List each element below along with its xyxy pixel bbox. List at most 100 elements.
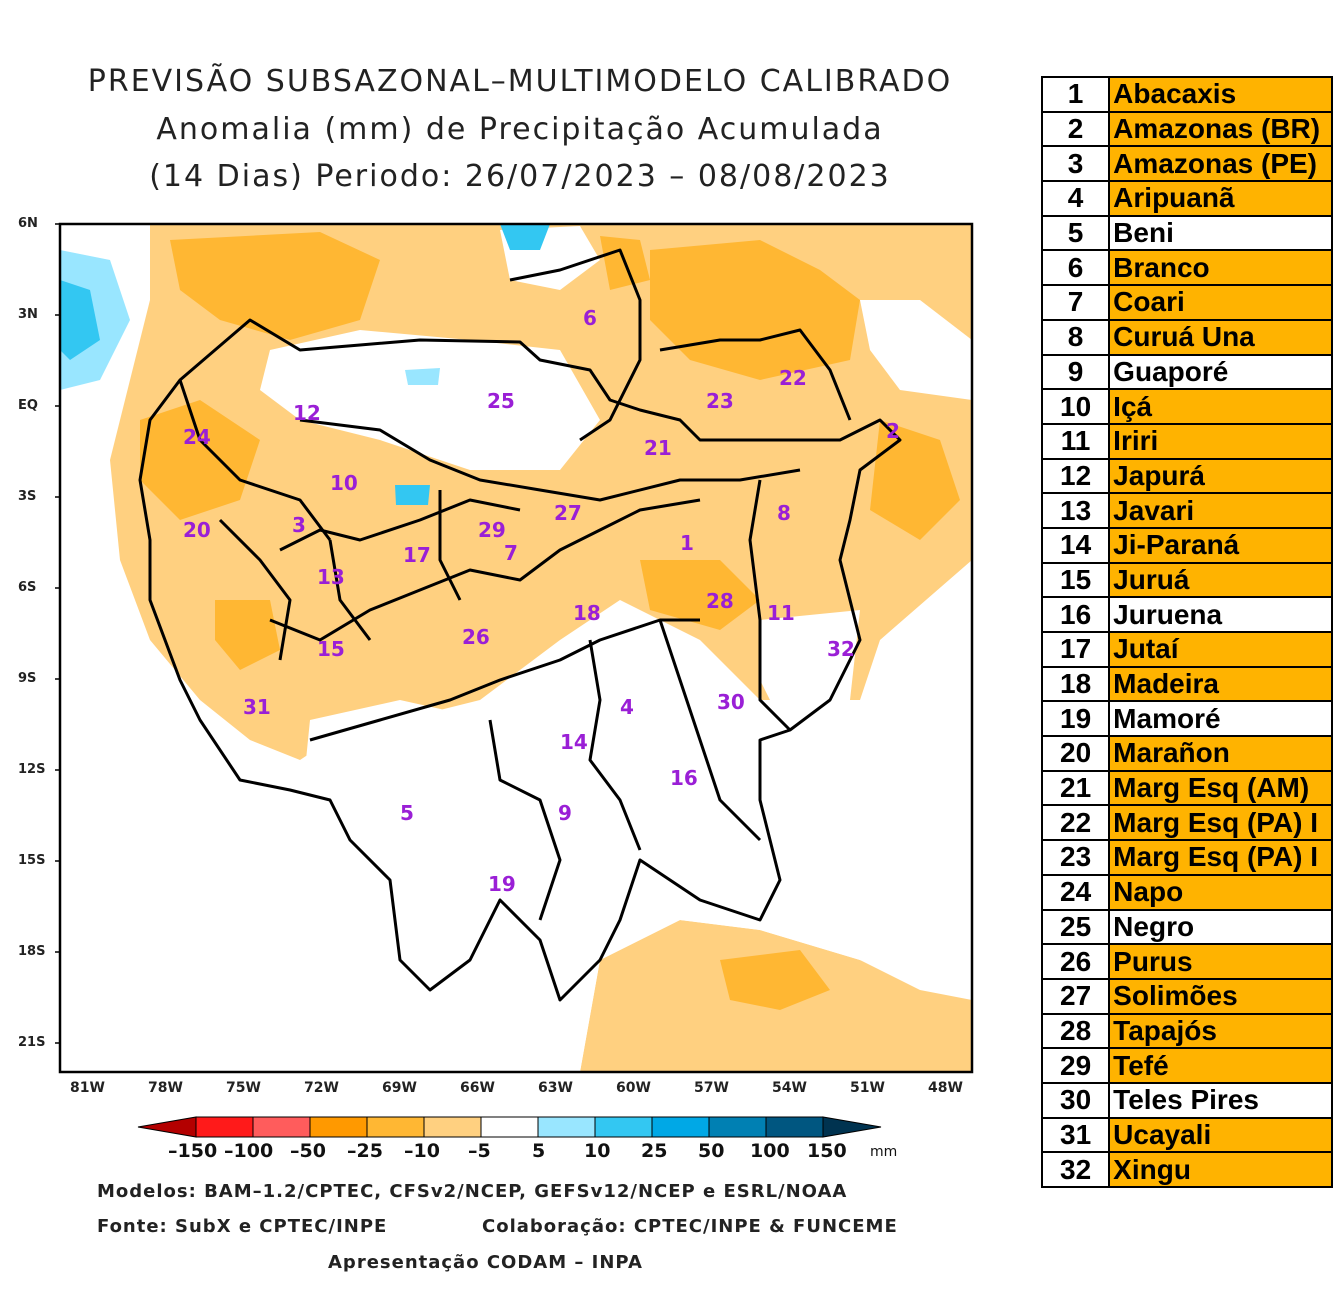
legend-basin-number: 5 xyxy=(1040,214,1111,252)
colorbar-cell xyxy=(195,1116,254,1138)
colorbar-cell xyxy=(765,1116,824,1138)
legend-row: 26 Purus xyxy=(1040,943,1333,980)
legend-basin-number: 13 xyxy=(1040,492,1111,529)
legend-row: 18 Madeira xyxy=(1040,665,1333,703)
legend-basin-name: Aripuanã xyxy=(1108,180,1333,217)
legend-row: 19 Mamoré xyxy=(1040,700,1333,738)
legend-row: 17 Jutaí xyxy=(1040,631,1333,668)
legend-row: 21 Marg Esq (AM) xyxy=(1040,769,1333,807)
legend-row: 30 Teles Pires xyxy=(1040,1081,1333,1119)
legend-basin-name: Solimões xyxy=(1108,977,1333,1015)
footer-presentation: Apresentação CODAM – INPA xyxy=(328,1252,643,1273)
colorbar-label: 10 xyxy=(584,1140,611,1162)
legend-basin-name: Japurá xyxy=(1108,457,1333,495)
lon-label-48w: 48W xyxy=(928,1080,963,1096)
legend-basin-number: 14 xyxy=(1040,526,1111,564)
basin-label-10: 10 xyxy=(330,471,358,495)
lon-label-81w: 81W xyxy=(70,1080,105,1096)
legend-basin-number: 28 xyxy=(1040,1012,1111,1050)
legend-basin-number: 9 xyxy=(1040,353,1111,391)
colorbar-label: –150 xyxy=(168,1140,218,1162)
lat-label-18s: 18S xyxy=(18,944,46,959)
legend-row: 5 Beni xyxy=(1040,214,1333,252)
colorbar-cell xyxy=(252,1116,311,1138)
basin-label-20: 20 xyxy=(183,518,211,542)
legend-basin-number: 22 xyxy=(1040,804,1111,842)
legend-basin-number: 8 xyxy=(1040,318,1111,356)
legend-row: 16 Juruena xyxy=(1040,596,1333,633)
legend-basin-name: Napo xyxy=(1108,873,1333,911)
legend-basin-name: Curuá Una xyxy=(1108,318,1333,356)
colorbar-unit: mm xyxy=(870,1144,898,1160)
colorbar-cell xyxy=(594,1116,653,1138)
legend-basin-name: Beni xyxy=(1108,214,1333,252)
basin-label-26: 26 xyxy=(462,625,490,649)
legend-row: 24 Napo xyxy=(1040,873,1333,911)
legend-basin-name: Juruena xyxy=(1108,596,1333,633)
lon-label-60w: 60W xyxy=(616,1080,651,1096)
lon-label-78w: 78W xyxy=(148,1080,183,1096)
colorbar-label: –25 xyxy=(347,1140,383,1162)
colorbar-label: 100 xyxy=(750,1140,790,1162)
basin-label-29: 29 xyxy=(478,518,506,542)
legend-basin-name: Branco xyxy=(1108,249,1333,287)
colorbar-cell xyxy=(708,1116,767,1138)
colorbar-label: 5 xyxy=(532,1140,546,1162)
legend-row: 23 Marg Esq (PA) I xyxy=(1040,839,1333,876)
colorbar-cell xyxy=(480,1116,539,1138)
basin-legend-table: 1 Abacaxis 2 Amazonas (BR) 3 Amazonas (PE) 4 Ar… xyxy=(1040,76,1333,1188)
basin-label-32: 32 xyxy=(827,637,855,661)
lon-label-57w: 57W xyxy=(694,1080,729,1096)
basin-label-21: 21 xyxy=(644,436,672,460)
legend-basin-name: Iriri xyxy=(1108,422,1333,460)
legend-basin-name: Purus xyxy=(1108,943,1333,980)
colorbar-label: –100 xyxy=(224,1140,274,1162)
legend-basin-name: Abacaxis xyxy=(1108,76,1333,113)
legend-basin-name: Xingu xyxy=(1108,1151,1333,1188)
legend-basin-name: Guaporé xyxy=(1108,353,1333,391)
basin-label-16: 16 xyxy=(670,766,698,790)
footer-collaboration: Colaboração: CPTEC/INPE & FUNCEME xyxy=(482,1216,898,1237)
basin-label-13: 13 xyxy=(317,565,345,589)
basin-label-30: 30 xyxy=(717,690,745,714)
basin-label-27: 27 xyxy=(554,501,582,525)
legend-basin-name: Marg Esq (AM) xyxy=(1108,769,1333,807)
legend-basin-name: Tefé xyxy=(1108,1047,1333,1084)
legend-basin-name: Marañon xyxy=(1108,735,1333,772)
legend-basin-name: Coari xyxy=(1108,284,1333,321)
colorbar-cell xyxy=(822,1116,882,1138)
legend-basin-number: 26 xyxy=(1040,943,1111,980)
legend-basin-name: Teles Pires xyxy=(1108,1081,1333,1119)
legend-basin-number: 15 xyxy=(1040,561,1111,599)
legend-basin-name: Javari xyxy=(1108,492,1333,529)
lon-label-72w: 72W xyxy=(304,1080,339,1096)
legend-basin-number: 19 xyxy=(1040,700,1111,738)
lat-label-eq: EQ xyxy=(18,398,38,413)
legend-row: 10 Içá xyxy=(1040,388,1333,425)
basin-label-7: 7 xyxy=(504,541,518,565)
legend-basin-number: 7 xyxy=(1040,284,1111,321)
colorbar-cell xyxy=(537,1116,596,1138)
legend-basin-number: 10 xyxy=(1040,388,1111,425)
basin-number-labels: 1 2 3 4 5 6 7 8 9 10 11 12 13 14 15 16 1… xyxy=(183,306,900,896)
basin-label-11: 11 xyxy=(767,601,795,625)
legend-basin-number: 6 xyxy=(1040,249,1111,287)
legend-row: 14 Ji-Paraná xyxy=(1040,526,1333,564)
legend-basin-name: Ucayali xyxy=(1108,1116,1333,1154)
legend-basin-number: 32 xyxy=(1040,1151,1111,1188)
lat-label-9s: 9S xyxy=(18,671,37,686)
basin-label-9: 9 xyxy=(558,801,572,825)
legend-basin-number: 2 xyxy=(1040,110,1111,148)
legend-row: 6 Branco xyxy=(1040,249,1333,287)
colorbar-cell xyxy=(137,1116,197,1138)
lon-label-63w: 63W xyxy=(538,1080,573,1096)
legend-row: 15 Juruá xyxy=(1040,561,1333,599)
lat-label-3n: 3N xyxy=(18,307,38,322)
legend-row: 20 Marañon xyxy=(1040,735,1333,772)
basin-label-31: 31 xyxy=(243,695,271,719)
legend-basin-name: Amazonas (BR) xyxy=(1108,110,1333,148)
legend-basin-number: 18 xyxy=(1040,665,1111,703)
basin-label-6: 6 xyxy=(583,306,597,330)
map-title-line1: PREVISÃO SUBSAZONAL–MULTIMODELO CALIBRAD… xyxy=(87,64,953,99)
colorbar-cell xyxy=(423,1116,482,1138)
